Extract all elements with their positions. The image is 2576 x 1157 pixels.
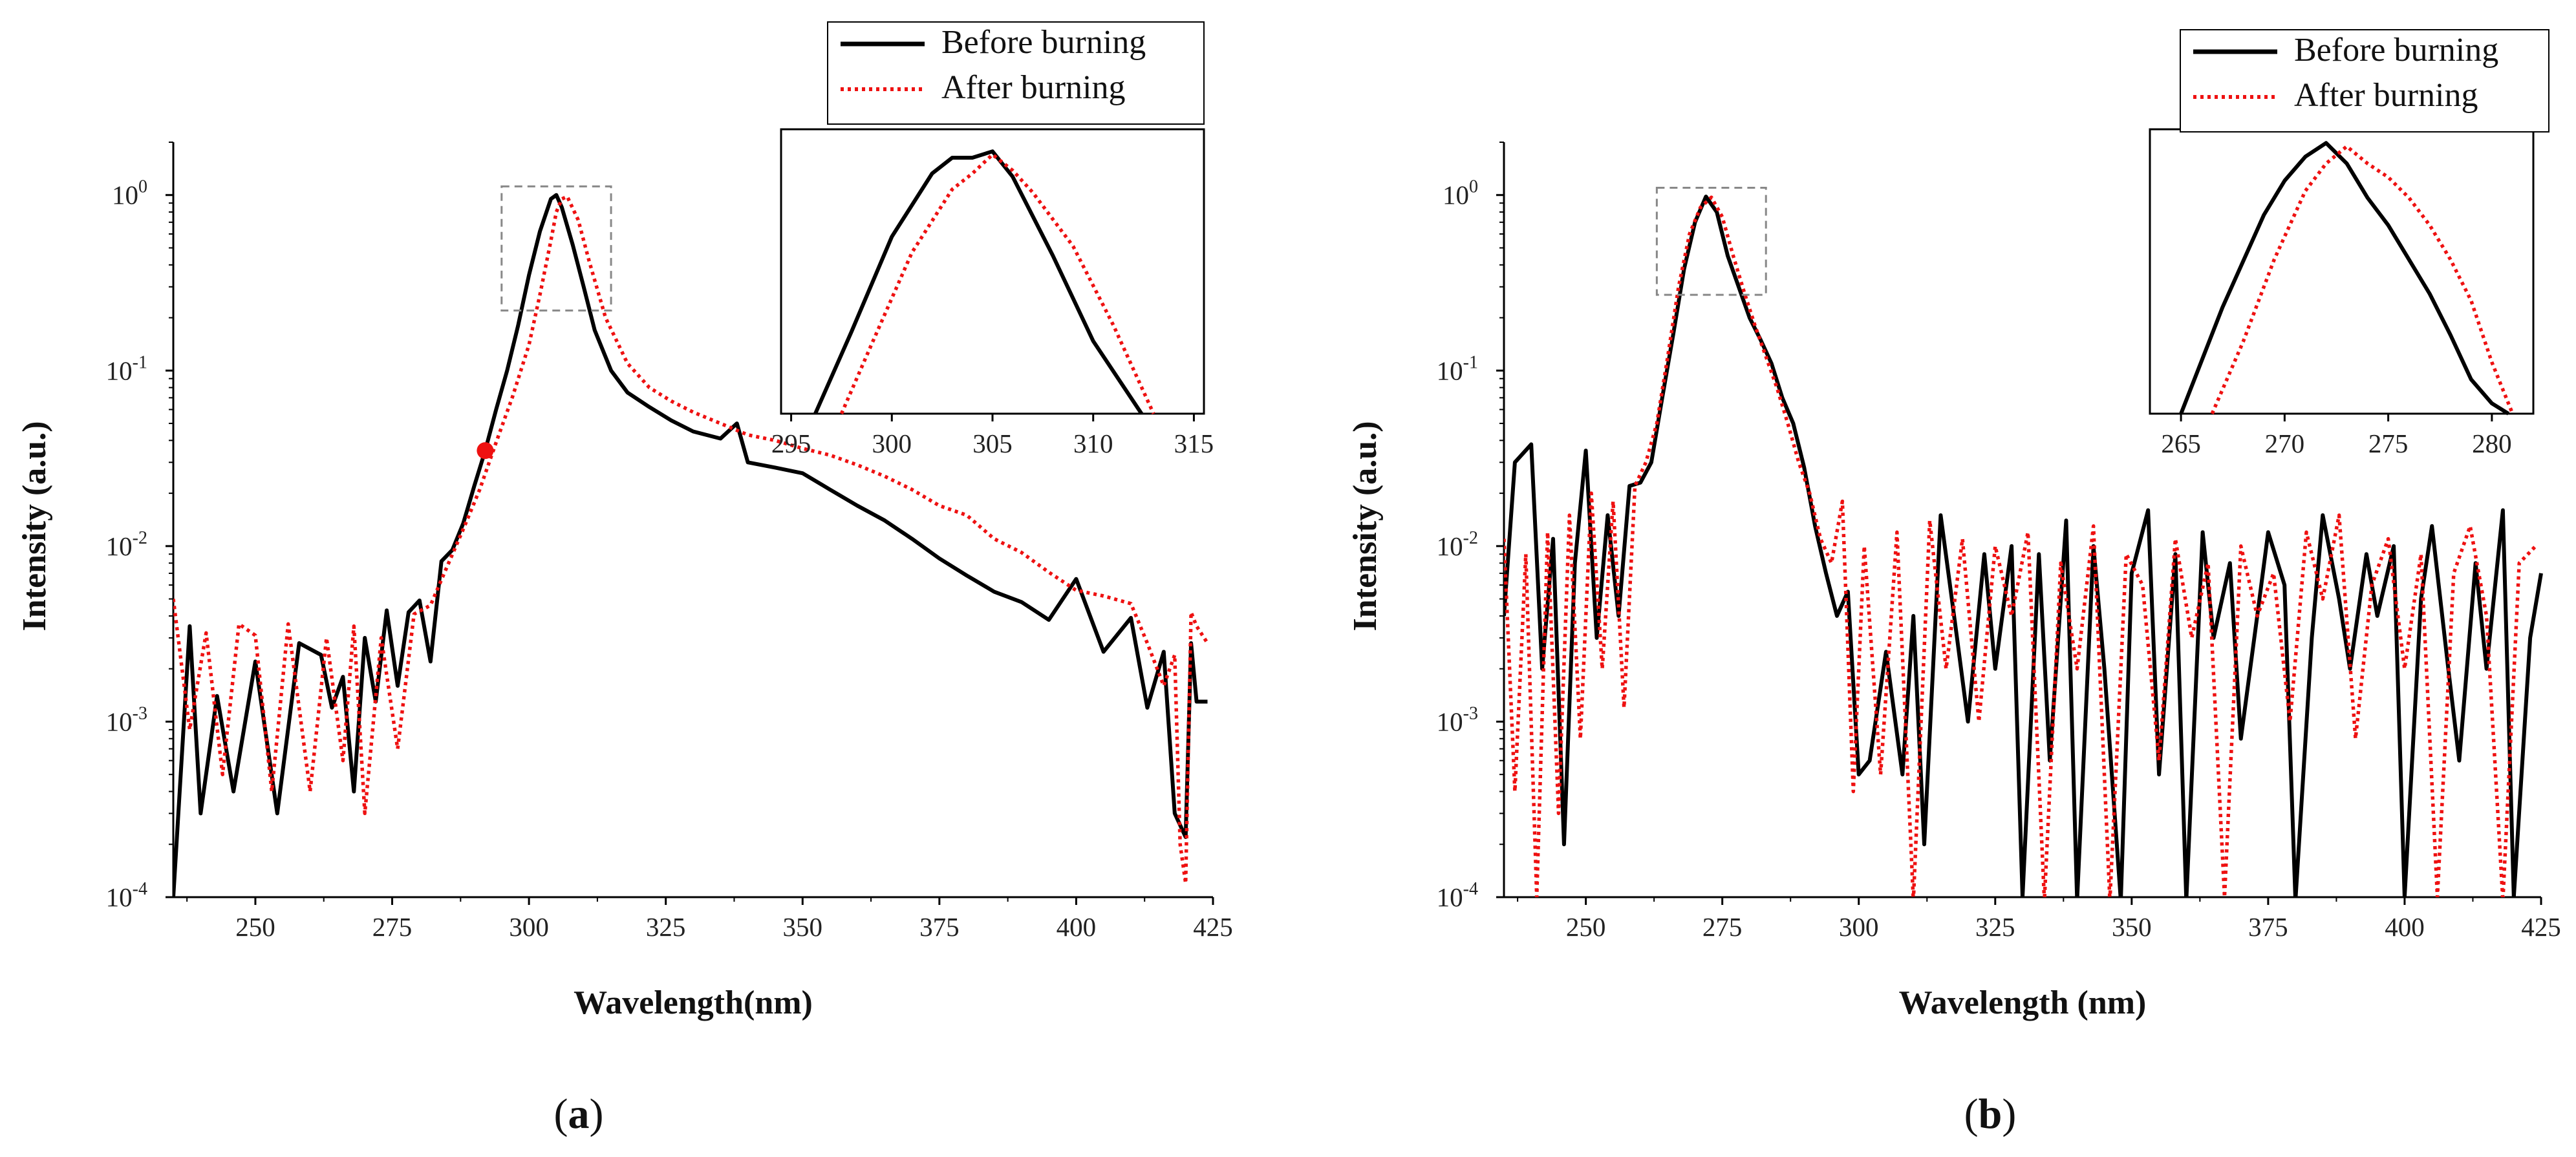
y-axis-label: Intensity (a.u.): [16, 421, 53, 631]
y-tick-label: 100: [1443, 177, 1478, 210]
x-tick-label: 275: [372, 912, 413, 942]
x-tick-label: 325: [646, 912, 686, 942]
inset-x-tick-label: 280: [2472, 429, 2512, 458]
legend-label-before: Before burning: [941, 24, 1146, 61]
x-tick-label: 375: [2248, 912, 2288, 942]
inset-x-tick-label: 265: [2161, 429, 2201, 458]
x-tick-label: 425: [2521, 912, 2561, 942]
y-tick-label: 10-4: [106, 879, 147, 912]
inset-series-after-line: [2210, 144, 2515, 415]
y-tick-label: 10-1: [106, 352, 147, 385]
panel-a-chart: 250 275 300 325 350 375 400 425 10-4 10-3 10-2 10-1…: [16, 21, 1233, 1021]
legend-label-before: Before burning: [2294, 32, 2498, 69]
x-tick-label: 300: [1839, 912, 1879, 942]
x-tick-label: 400: [1057, 912, 1097, 942]
x-tick-label: 400: [2385, 912, 2425, 942]
series-after-line: [1504, 195, 2537, 897]
inset-x-tick-label: 275: [2368, 429, 2409, 458]
y-tick-label: 10-3: [1437, 703, 1478, 736]
y-tick-label: 10-1: [1437, 352, 1478, 385]
x-tick-label: 425: [1193, 912, 1233, 942]
y-tick-label: 10-3: [106, 703, 147, 736]
legend-label-after: After burning: [941, 69, 1125, 106]
inset-x-tick-label: 300: [872, 429, 912, 458]
x-axis-label: Wavelength (nm): [1899, 984, 2147, 1021]
y-tick-label: 10-2: [106, 528, 147, 561]
x-tick-label: 275: [1702, 912, 1743, 942]
series-before-line: [1504, 195, 2543, 897]
x-tick-label: 250: [235, 912, 275, 942]
y-tick-label: 10-2: [1437, 528, 1478, 561]
panel-b-chart: 250 275 300 325 350 375 400 425 10-4 10-3 10-2 10-1…: [1347, 29, 2561, 1021]
inset-frame: [780, 128, 1205, 415]
inset-x-tick-label: 315: [1174, 429, 1214, 458]
x-tick-label: 300: [509, 912, 549, 942]
inset-series-after-line: [839, 153, 1155, 415]
marker-point: [477, 442, 494, 460]
inset-x-tick-label: 295: [771, 429, 811, 458]
legend-label-after: After burning: [2294, 77, 2478, 114]
x-tick-label: 250: [1566, 912, 1606, 942]
inset-x-tick-label: 270: [2265, 429, 2305, 458]
y-tick-label: 10-4: [1437, 879, 1478, 912]
x-tick-label: 375: [919, 912, 960, 942]
inset-series-before-line: [2179, 141, 2510, 416]
x-tick-label: 325: [1975, 912, 2015, 942]
inset-frame: [2149, 128, 2535, 415]
inset-series-before-line: [813, 149, 1143, 415]
panel-b-label: (b): [1964, 1090, 2017, 1138]
legend-box: [827, 21, 1205, 125]
inset-x-tick-label: 305: [972, 429, 1013, 458]
x-axis-label: Wavelength(nm): [574, 984, 813, 1021]
inset-x-tick-label: 310: [1073, 429, 1113, 458]
y-tick-label: 100: [112, 177, 147, 210]
x-tick-label: 350: [783, 912, 823, 942]
panel-a-label: (a): [554, 1090, 604, 1138]
zoom-box: [500, 185, 612, 312]
zoom-box: [1655, 187, 1767, 296]
series-after-line: [173, 195, 1209, 886]
y-axis-label: Intensity (a.u.): [1347, 421, 1384, 631]
legend-box: [2180, 29, 2549, 133]
x-tick-label: 350: [2112, 912, 2152, 942]
series-before-line: [173, 193, 1208, 897]
